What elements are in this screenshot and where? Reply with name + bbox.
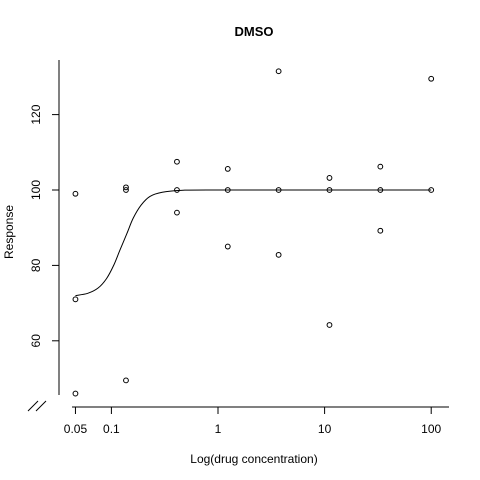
x-tick-label: 100 [421,422,441,436]
y-tick-label: 120 [29,104,43,124]
x-tick-label: 1 [215,422,222,436]
data-point [275,68,282,75]
x-tick-label: 0.05 [64,422,88,436]
y-tick-label: 100 [29,180,43,200]
x-ticks: 0.05 0.1 1 10 100 [64,407,442,436]
data-point [377,187,384,193]
data-point [72,190,79,197]
data-point [72,296,79,303]
data-point [428,75,435,82]
data-points [72,68,435,397]
data-point [326,187,333,193]
data-point [224,243,231,250]
data-point [123,184,129,191]
data-point [174,158,180,165]
data-point [123,187,129,193]
y-tick-label: 60 [29,334,43,348]
data-point [326,175,333,181]
data-point [72,390,79,397]
x-tick-label: 10 [318,422,332,436]
y-axis-label: Response [2,205,16,259]
data-point [275,187,282,193]
data-point [377,163,384,170]
y-ticks: 60 80 100 120 [29,104,59,347]
data-point [174,187,180,193]
data-point [326,322,333,328]
x-axis-label: Log(drug concentration) [190,452,317,466]
data-point [174,209,180,216]
x-tick-label: 0.1 [103,422,120,436]
data-point [224,187,231,193]
data-point [377,227,384,234]
chart-title: DMSO [235,24,274,39]
axes [27,60,449,412]
axis-break-mark [27,400,47,412]
fit-curve [75,189,432,297]
data-point [428,187,435,193]
data-point [224,165,231,172]
y-tick-label: 80 [29,258,43,272]
data-point [123,377,129,384]
data-point [275,251,282,258]
